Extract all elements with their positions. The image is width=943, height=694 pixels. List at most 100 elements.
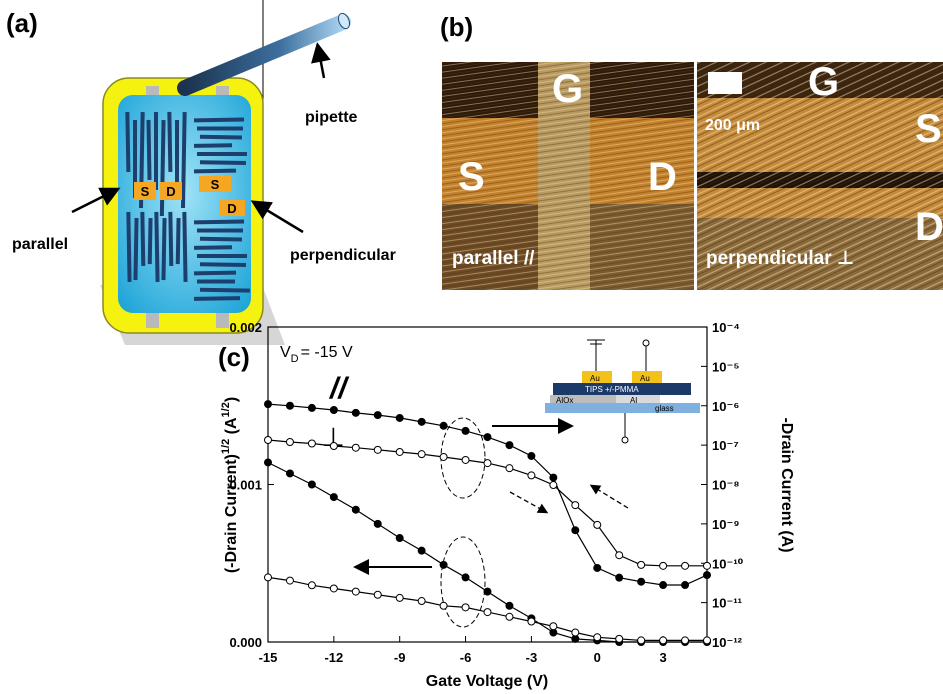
data-point bbox=[550, 623, 557, 630]
data-point bbox=[594, 564, 601, 571]
data-point bbox=[682, 637, 689, 644]
series-line bbox=[268, 440, 707, 566]
data-point bbox=[616, 574, 623, 581]
label-part: ) bbox=[223, 397, 240, 402]
label-part: D bbox=[291, 353, 299, 365]
data-point bbox=[506, 602, 513, 609]
data-point bbox=[418, 547, 425, 554]
arrow bbox=[592, 486, 628, 508]
data-point bbox=[352, 506, 359, 513]
figure: (a) SDSD pipette parallel perpendicular … bbox=[0, 0, 943, 694]
y-tick-label: 0.001 bbox=[229, 478, 262, 493]
data-point bbox=[330, 494, 337, 501]
data-point bbox=[265, 574, 272, 581]
data-point bbox=[638, 578, 645, 585]
data-point bbox=[550, 474, 557, 481]
x-tick-label: -6 bbox=[460, 650, 472, 665]
x-tick-label: -15 bbox=[259, 650, 278, 665]
fiber bbox=[194, 143, 232, 148]
data-point bbox=[396, 414, 403, 421]
data-point bbox=[374, 520, 381, 527]
y2-tick-label: 10⁻⁶ bbox=[712, 399, 739, 414]
label: pipette bbox=[305, 109, 358, 126]
data-point bbox=[440, 453, 447, 460]
data-point bbox=[572, 527, 579, 534]
scale-label: 200 μm bbox=[705, 117, 760, 134]
data-point bbox=[418, 451, 425, 458]
fiber bbox=[148, 218, 153, 264]
label-part: = -15 V bbox=[301, 344, 353, 361]
data-point bbox=[594, 521, 601, 528]
scale-bar bbox=[708, 72, 742, 94]
panel-label: (a) bbox=[6, 8, 38, 38]
data-point bbox=[308, 481, 315, 488]
data-point bbox=[528, 472, 535, 479]
y2-axis-label: -Drain Current (A) bbox=[778, 417, 795, 552]
label: D bbox=[915, 205, 943, 249]
data-point bbox=[572, 629, 579, 636]
label-part: (A bbox=[223, 417, 240, 439]
inset-label: AlOx bbox=[556, 396, 573, 405]
data-point bbox=[638, 637, 645, 644]
data-point bbox=[265, 401, 272, 408]
data-point bbox=[462, 456, 469, 463]
data-point bbox=[418, 418, 425, 425]
data-point bbox=[330, 585, 337, 592]
fiber bbox=[154, 112, 158, 190]
fiber bbox=[197, 152, 247, 156]
annotation: VD= -15 V bbox=[280, 344, 353, 365]
label-part: (-Drain Current) bbox=[223, 454, 240, 573]
y-tick-label: 0.000 bbox=[229, 635, 262, 650]
data-point bbox=[550, 482, 557, 489]
label: parallel bbox=[12, 236, 68, 253]
inset: Au Au TIPS +/-PMMA AlOx Al glass bbox=[545, 340, 700, 443]
data-point bbox=[682, 562, 689, 569]
inset-label: Au bbox=[590, 374, 600, 383]
data-point bbox=[352, 444, 359, 451]
fiber bbox=[197, 229, 243, 233]
fiber bbox=[194, 296, 240, 301]
x-axis-label: Gate Voltage (V) bbox=[426, 673, 548, 690]
panel-c: (c) Gate Voltage (V) (-Drain Current)1/2… bbox=[218, 320, 795, 690]
data-point bbox=[440, 602, 447, 609]
label: D bbox=[648, 155, 677, 199]
terminal bbox=[622, 437, 628, 443]
y2-tick-label: 10⁻¹² bbox=[712, 635, 743, 650]
data-point bbox=[484, 434, 491, 441]
contact-label: D bbox=[166, 184, 175, 199]
arrow bbox=[510, 492, 546, 512]
data-point bbox=[594, 634, 601, 641]
fiber bbox=[194, 245, 232, 250]
y2-tick-label: 10⁻⁸ bbox=[712, 478, 739, 493]
panel-b: (b) G S D parallel // 200 μm G S D perpe… bbox=[440, 12, 943, 290]
data-point bbox=[484, 609, 491, 616]
label: S bbox=[915, 107, 942, 151]
data-point bbox=[286, 577, 293, 584]
data-point bbox=[484, 460, 491, 467]
data-point bbox=[506, 442, 513, 449]
data-point bbox=[352, 588, 359, 595]
y2-tick-label: 10⁻⁵ bbox=[712, 359, 739, 374]
panel-a: (a) SDSD pipette parallel perpendicular bbox=[6, 8, 396, 345]
fiber bbox=[200, 160, 246, 165]
annotation: // bbox=[328, 372, 349, 405]
data-point bbox=[396, 594, 403, 601]
data-point bbox=[572, 502, 579, 509]
inset-label: Al bbox=[630, 396, 637, 405]
data-point bbox=[660, 637, 667, 644]
arrow bbox=[318, 47, 324, 78]
data-point bbox=[418, 598, 425, 605]
data-point bbox=[374, 591, 381, 598]
data-point bbox=[440, 561, 447, 568]
label-part: 1/2 bbox=[220, 439, 232, 454]
inset-label: TIPS +/-PMMA bbox=[585, 385, 639, 394]
data-point bbox=[484, 588, 491, 595]
fiber bbox=[197, 254, 247, 258]
page: { "panel_a": { "label": "(a)", "pipette"… bbox=[0, 0, 943, 694]
fiber bbox=[194, 271, 236, 276]
data-point bbox=[308, 582, 315, 589]
y2-tick-label: 10⁻⁴ bbox=[712, 320, 740, 335]
label-part: V bbox=[280, 344, 291, 361]
data-point bbox=[528, 618, 535, 625]
contact-label: D bbox=[227, 201, 236, 216]
